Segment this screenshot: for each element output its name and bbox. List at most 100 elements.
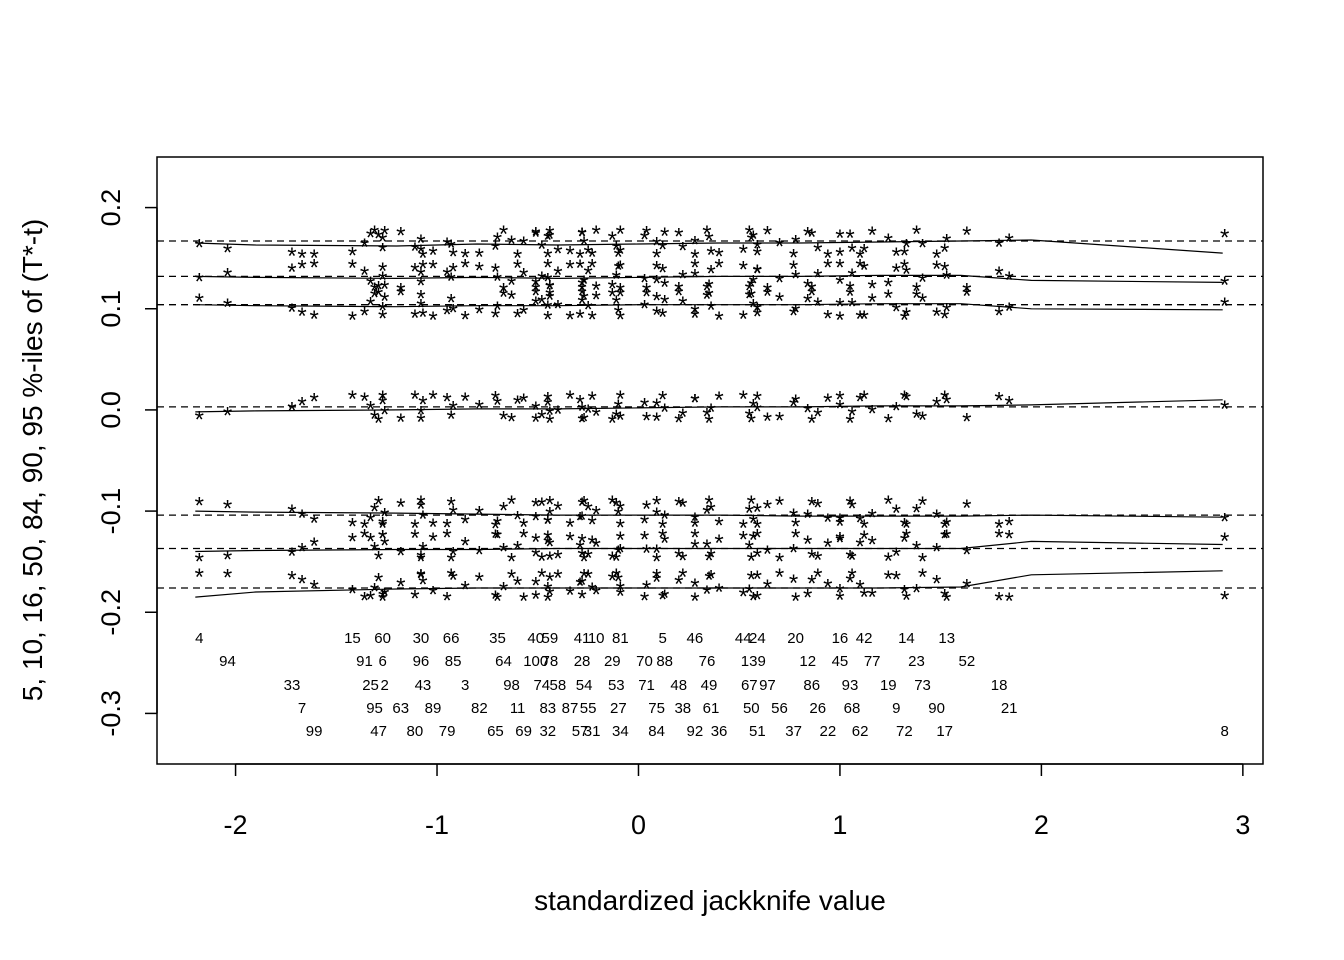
percentile-point: * — [1004, 525, 1013, 552]
percentile-point: * — [789, 393, 798, 420]
percentile-point: * — [287, 567, 296, 594]
percentile-point: * — [763, 283, 772, 310]
percentile-point: * — [428, 528, 437, 555]
percentile-point: * — [297, 392, 306, 419]
observation-label-35: 35 — [489, 630, 506, 647]
percentile-point: * — [823, 509, 832, 536]
percentile-point: * — [428, 581, 437, 608]
observation-label-32: 32 — [539, 723, 556, 740]
percentile-point: * — [519, 389, 528, 416]
percentile-point: * — [543, 296, 552, 323]
percentile-point: * — [565, 528, 574, 555]
percentile-point: * — [660, 585, 669, 612]
percentile-point: * — [309, 306, 318, 333]
percentile-point: * — [519, 588, 528, 615]
x-tick-label: 0 — [631, 810, 646, 840]
percentile-point: * — [297, 303, 306, 330]
percentile-point: * — [410, 585, 419, 612]
percentile-point: * — [396, 494, 405, 521]
percentile-point: * — [753, 398, 762, 425]
observation-label-79: 79 — [439, 723, 456, 740]
observation-label-23: 23 — [908, 653, 925, 670]
observation-label-61: 61 — [703, 700, 720, 717]
percentile-point: * — [918, 234, 927, 261]
percentile-point: * — [714, 530, 723, 557]
observation-label-26: 26 — [809, 700, 826, 717]
percentile-point: * — [461, 254, 470, 281]
percentile-point: * — [575, 536, 584, 563]
percentile-point: * — [475, 258, 484, 285]
percentile-point: * — [297, 571, 306, 598]
observation-label-58: 58 — [550, 677, 567, 694]
observation-label-11: 11 — [510, 700, 526, 717]
percentile-point: * — [616, 527, 625, 554]
percentile-point: * — [994, 234, 1003, 261]
observation-label-18: 18 — [991, 677, 1008, 694]
observation-label-54: 54 — [576, 677, 593, 694]
percentile-point: * — [900, 255, 909, 282]
percentile-point: * — [553, 295, 562, 322]
percentile-point: * — [763, 408, 772, 435]
percentile-point: * — [396, 573, 405, 600]
percentile-point: * — [418, 537, 427, 564]
observation-label-31: 31 — [584, 723, 601, 740]
observation-label-2: 2 — [380, 677, 388, 694]
percentile-point: * — [678, 238, 687, 265]
percentile-point: * — [442, 233, 451, 260]
percentile-point: * — [652, 540, 661, 567]
percentile-point: * — [519, 264, 528, 291]
percentile-point: * — [690, 535, 699, 562]
percentile-point: * — [543, 269, 552, 296]
percentile-point: * — [775, 564, 784, 591]
observation-label-48: 48 — [670, 677, 687, 694]
percentile-point: * — [823, 575, 832, 602]
percentile-point: * — [553, 262, 562, 289]
observation-label-73: 73 — [914, 677, 931, 694]
percentile-point: * — [616, 256, 625, 283]
percentile-point: * — [442, 588, 451, 615]
percentile-point: * — [1220, 528, 1229, 555]
observation-label-92: 92 — [687, 723, 704, 740]
percentile-point: * — [678, 564, 687, 591]
observation-label-83: 83 — [539, 700, 556, 717]
percentile-point: * — [587, 531, 596, 558]
percentile-point: * — [823, 306, 832, 333]
observation-label-69: 69 — [515, 723, 532, 740]
percentile-point: * — [442, 263, 451, 290]
percentile-point: * — [195, 289, 204, 316]
percentile-point: * — [690, 390, 699, 417]
observation-label-84: 84 — [648, 723, 665, 740]
observation-label-56: 56 — [771, 700, 788, 717]
percentile-point: * — [418, 571, 427, 598]
observation-label-89: 89 — [425, 700, 442, 717]
percentile-point: * — [410, 386, 419, 413]
percentile-point: * — [396, 543, 405, 570]
percentile-point: * — [428, 255, 437, 282]
observation-label-97: 97 — [759, 677, 776, 694]
percentile-point: * — [714, 387, 723, 414]
percentile-point: * — [835, 225, 844, 252]
observation-label-71: 71 — [638, 677, 655, 694]
observation-label-86: 86 — [803, 677, 820, 694]
percentile-point: * — [565, 386, 574, 413]
percentile-point: * — [813, 495, 822, 522]
observation-label-30: 30 — [413, 630, 430, 647]
percentile-point: * — [418, 255, 427, 282]
percentile-point: * — [813, 564, 822, 591]
observation-label-25: 25 — [362, 677, 379, 694]
percentile-point: * — [461, 306, 470, 333]
percentile-point: * — [962, 542, 971, 569]
percentile-point: * — [1220, 396, 1229, 423]
percentile-point: * — [1004, 267, 1013, 294]
percentile-point: * — [553, 565, 562, 592]
observation-label-77: 77 — [864, 653, 881, 670]
percentile-point: * — [287, 500, 296, 527]
observation-label-14: 14 — [898, 630, 915, 647]
percentile-point: * — [642, 576, 651, 603]
percentile-point: * — [652, 257, 661, 284]
observation-label-29: 29 — [604, 653, 621, 670]
observation-label-72: 72 — [896, 723, 913, 740]
observation-label-8: 8 — [1221, 723, 1229, 740]
observation-label-33: 33 — [284, 677, 301, 694]
percentile-point: * — [900, 386, 909, 413]
